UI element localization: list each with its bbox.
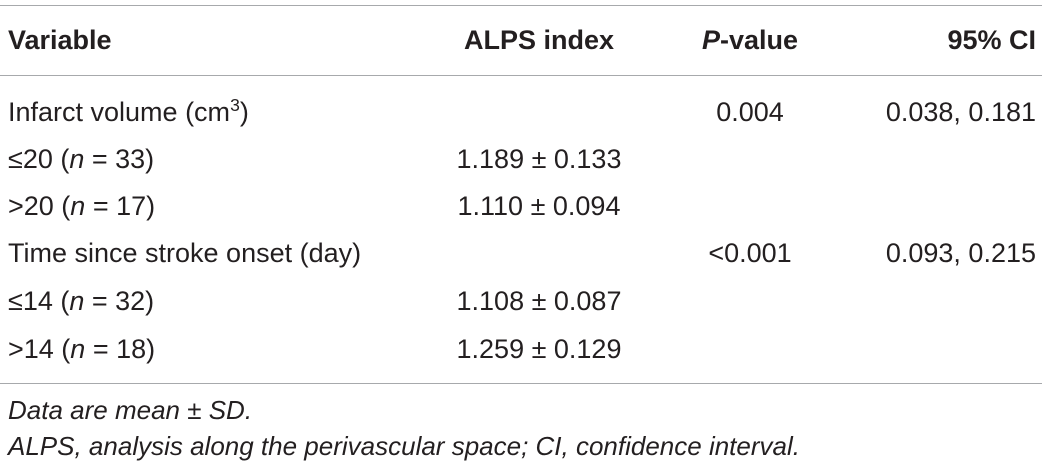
header-variable: Variable	[8, 25, 112, 55]
header-p-rest: -value	[719, 25, 799, 55]
row-ci: 0.093, 0.215	[885, 238, 1036, 268]
top-rule	[0, 5, 1042, 6]
table-row: >20 (n = 17) 1.110 ± 0.094	[0, 183, 1042, 230]
table-row: ≤20 (n = 33) 1.189 ± 0.133	[0, 136, 1042, 183]
header-alps-index: ALPS index	[463, 25, 615, 55]
row-label: Time since stroke onset (day)	[8, 238, 362, 268]
row-alps: 1.259 ± 0.129	[456, 334, 622, 364]
row-label: ≤14 (n = 32)	[8, 286, 155, 316]
header-row: Variable ALPS index P-value 95% CI	[0, 17, 1042, 64]
header-p-italic: P	[701, 25, 720, 55]
row-alps: 1.189 ± 0.133	[456, 144, 622, 174]
header-p-value: P-value	[676, 17, 824, 64]
table-row: >14 (n = 18) 1.259 ± 0.129	[0, 326, 1042, 373]
row-p-value: <0.001	[708, 238, 792, 268]
header-rule	[0, 75, 1042, 76]
row-label: ≤20 (n = 33)	[8, 144, 155, 174]
row-ci: 0.038, 0.181	[885, 97, 1036, 127]
row-label: >14 (n = 18)	[8, 334, 156, 364]
table-row: Infarct volume (cm3) 0.004 0.038, 0.181	[0, 89, 1042, 136]
row-label: Infarct volume (cm3)	[8, 95, 249, 127]
table-row: ≤14 (n = 32) 1.108 ± 0.087	[0, 278, 1042, 325]
row-label: >20 (n = 17)	[8, 191, 156, 221]
header-ci: 95% CI	[947, 25, 1036, 55]
footnote-data-definition: Data are mean ± SD.	[8, 395, 253, 425]
row-alps: 1.110 ± 0.094	[457, 191, 621, 221]
table-row: Time since stroke onset (day) <0.001 0.0…	[0, 230, 1042, 277]
row-alps: 1.108 ± 0.087	[456, 286, 622, 316]
bottom-rule	[0, 383, 1042, 384]
row-p-value: 0.004	[716, 97, 784, 127]
footnote-abbreviations: ALPS, analysis along the perivascular sp…	[8, 431, 800, 461]
